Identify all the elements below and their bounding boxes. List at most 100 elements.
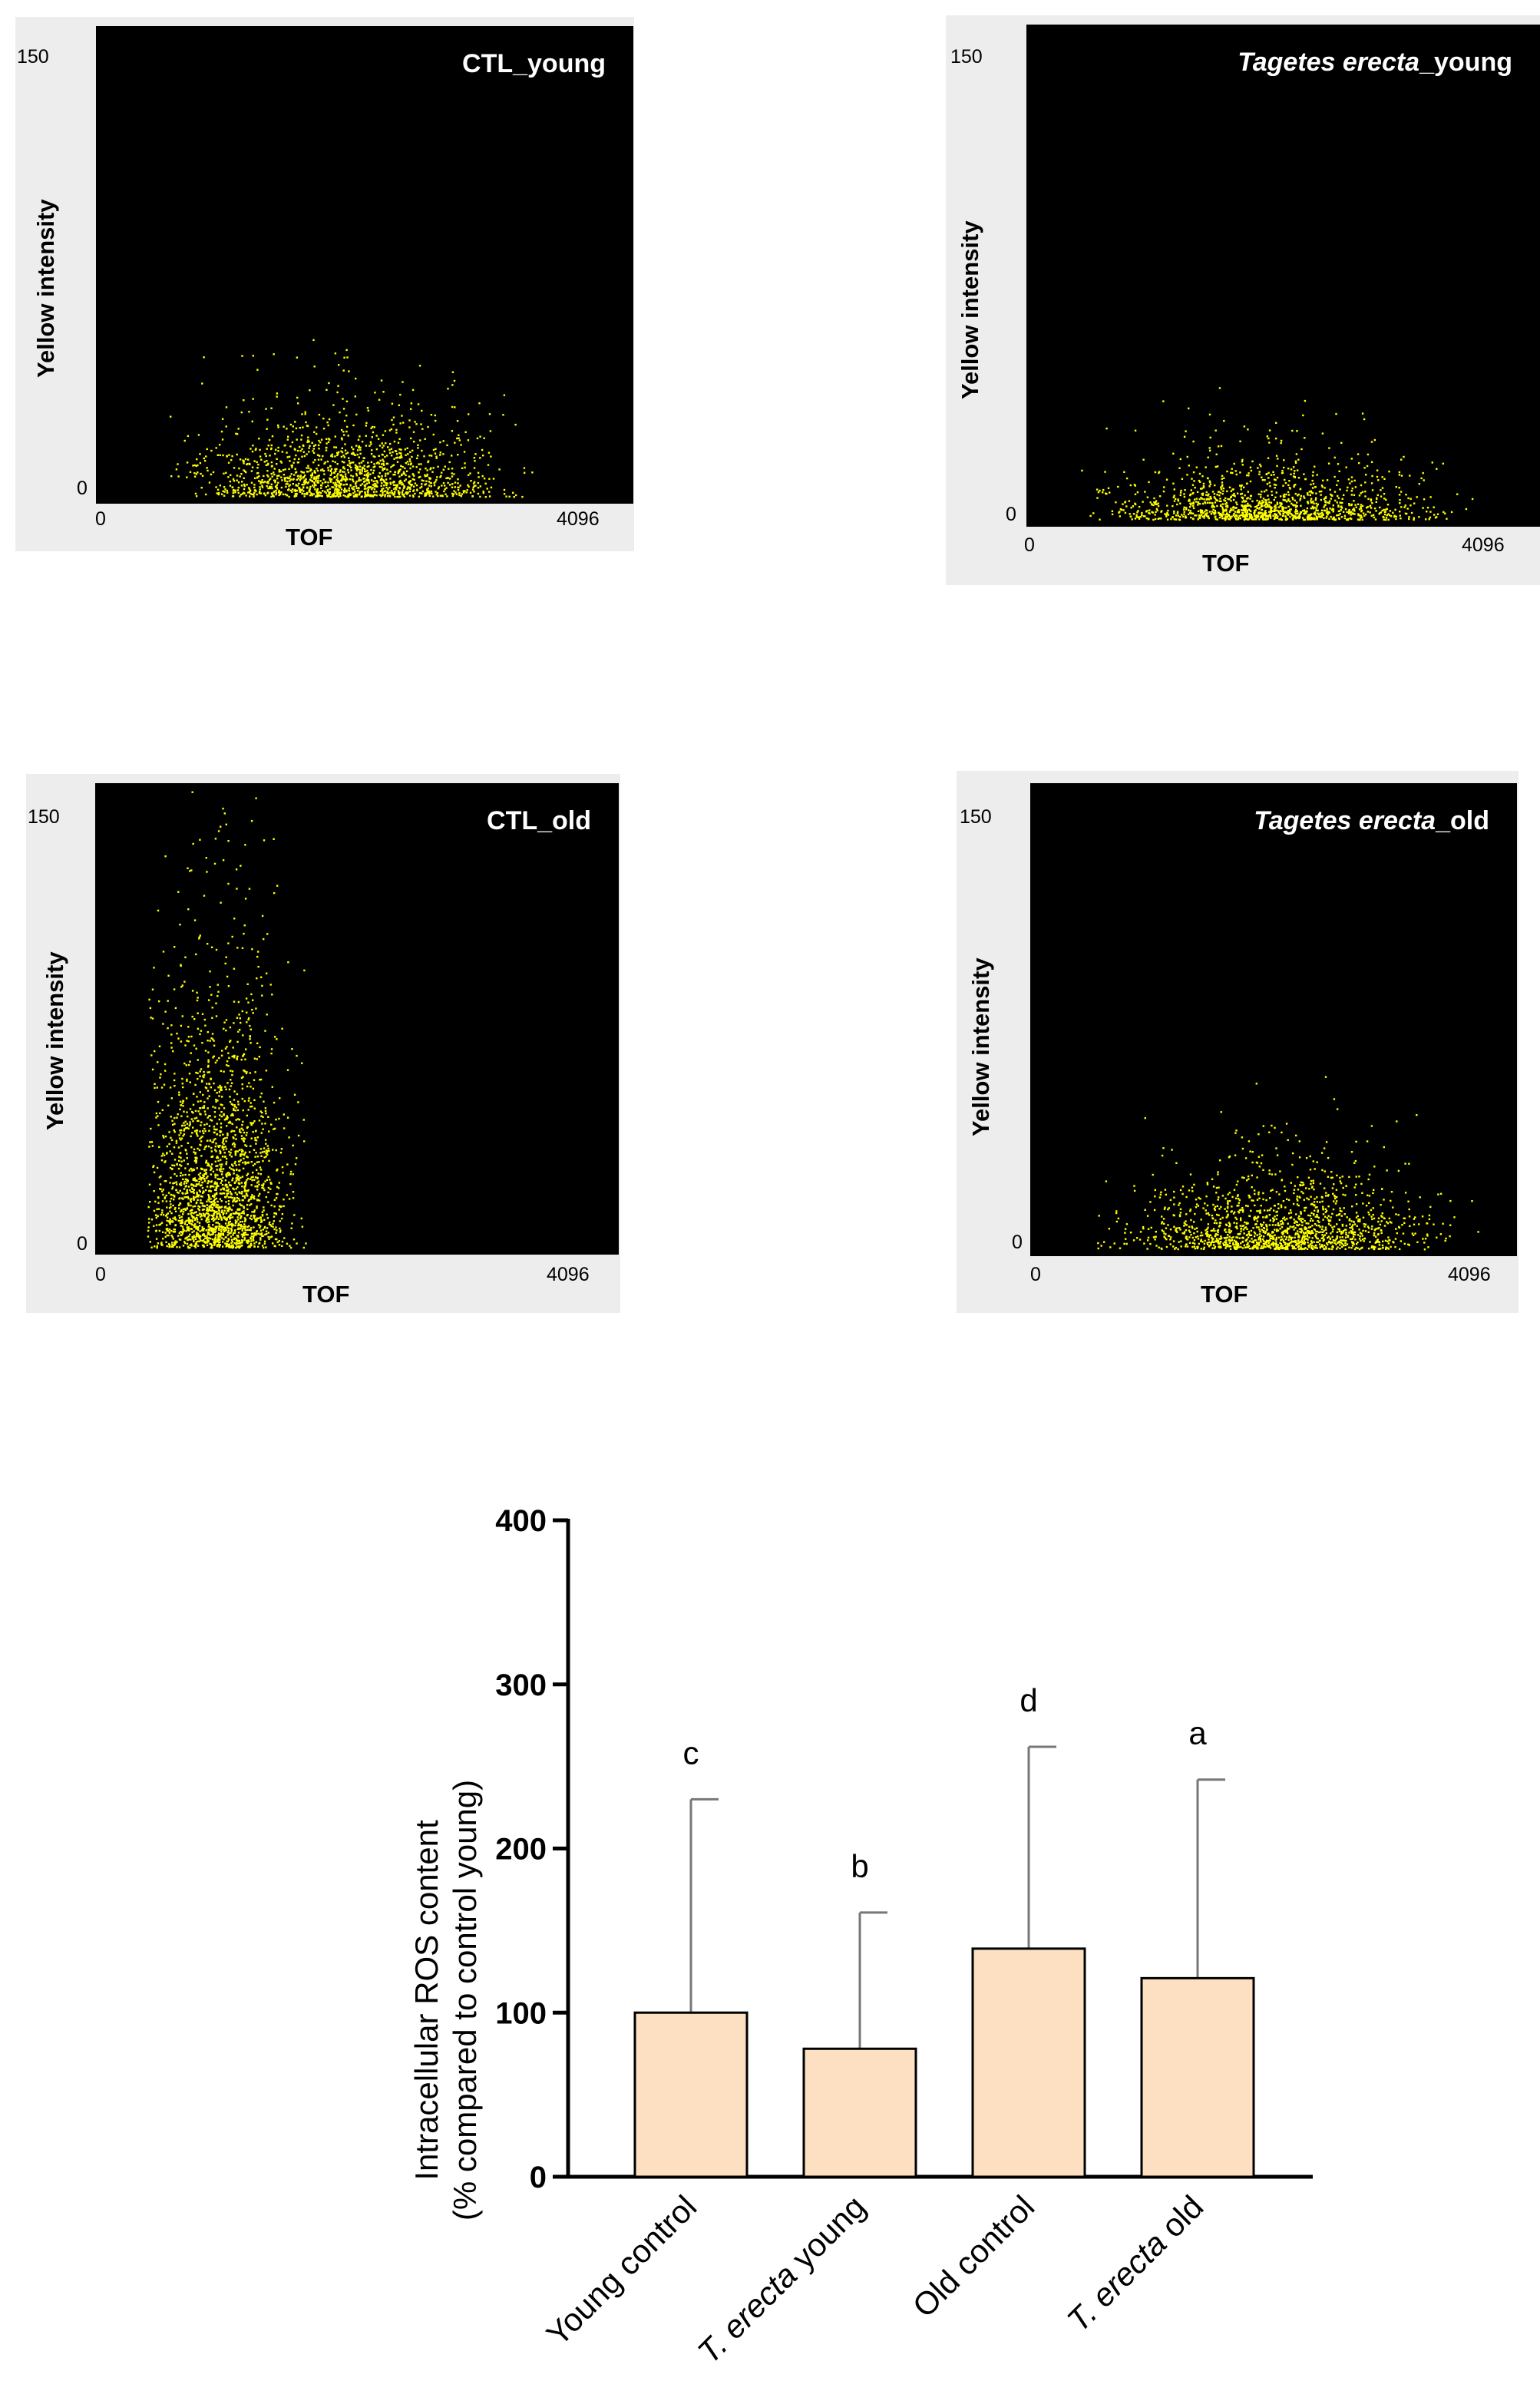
scatter-point bbox=[173, 1116, 176, 1119]
scatter-point bbox=[260, 1232, 263, 1235]
scatter-point bbox=[1205, 509, 1208, 512]
scatter-point bbox=[318, 413, 321, 416]
scatter-point bbox=[1089, 514, 1092, 518]
scatter-point bbox=[170, 1203, 172, 1205]
scatter-point bbox=[1208, 447, 1211, 449]
scatter-point bbox=[427, 487, 429, 490]
scatter-point bbox=[188, 1169, 190, 1172]
scatter-point bbox=[233, 480, 236, 482]
scatter-point bbox=[263, 1187, 265, 1189]
scatter-point bbox=[184, 1149, 187, 1151]
scatter-point bbox=[173, 988, 176, 990]
scatter-point bbox=[216, 1244, 219, 1246]
scatter-point bbox=[1297, 493, 1300, 496]
scatter-point bbox=[1353, 479, 1356, 482]
scatter-point bbox=[233, 1199, 236, 1202]
scatter-point bbox=[1346, 511, 1348, 514]
scatter-point bbox=[1154, 514, 1156, 516]
scatter-point bbox=[245, 1189, 247, 1192]
scatter-point bbox=[169, 1182, 171, 1184]
scatter-point bbox=[1352, 512, 1354, 514]
scatter-point bbox=[216, 1211, 218, 1213]
scatter-point bbox=[203, 1205, 206, 1208]
scatter-point bbox=[359, 479, 362, 481]
scatter-point bbox=[399, 495, 402, 498]
scatter-point bbox=[488, 491, 491, 493]
scatter-point bbox=[1360, 517, 1362, 519]
scatter-point bbox=[210, 1173, 212, 1176]
scatter-point bbox=[190, 1228, 192, 1230]
scatter-point bbox=[180, 1104, 183, 1106]
x-axis-label: TOF bbox=[302, 1281, 350, 1308]
scatter-point bbox=[411, 455, 413, 458]
scatter-point bbox=[236, 888, 238, 890]
scatter-point bbox=[193, 464, 196, 467]
scatter-point bbox=[1257, 502, 1260, 504]
scatter-point bbox=[244, 1162, 246, 1166]
scatter-point bbox=[293, 458, 296, 461]
scatter-point bbox=[300, 434, 303, 437]
scatter-point bbox=[365, 494, 367, 497]
scatter-point bbox=[233, 1054, 235, 1057]
scatter-point bbox=[218, 1178, 220, 1180]
scatter-point bbox=[157, 909, 160, 912]
scatter-point bbox=[408, 475, 411, 478]
scatter-point bbox=[223, 1138, 225, 1140]
scatter-point bbox=[224, 1086, 226, 1088]
scatter-point bbox=[397, 472, 399, 475]
scatter-point bbox=[226, 1231, 229, 1234]
scatter-point bbox=[208, 481, 211, 484]
scatter-point bbox=[329, 470, 332, 472]
scatter-point bbox=[425, 480, 428, 482]
scatter-point bbox=[181, 1192, 183, 1194]
scatter-point bbox=[223, 1209, 226, 1212]
scatter-point bbox=[256, 476, 259, 478]
scatter-point bbox=[246, 1174, 248, 1176]
scatter-point bbox=[183, 1129, 185, 1132]
scatter-point bbox=[375, 491, 378, 493]
scatter-point bbox=[195, 1225, 197, 1228]
scatter-point bbox=[1179, 458, 1181, 461]
scatter-point bbox=[201, 1042, 203, 1044]
scatter-point bbox=[209, 1226, 211, 1229]
scatter-point bbox=[398, 493, 401, 496]
scatter-point bbox=[172, 1231, 175, 1233]
scatter-point bbox=[343, 461, 345, 464]
scatter-point bbox=[220, 1152, 222, 1154]
scatter-point bbox=[253, 484, 256, 486]
scatter-point bbox=[1348, 503, 1350, 505]
scatter-point bbox=[206, 1207, 208, 1209]
scatter-point bbox=[1287, 484, 1290, 487]
scatter-point bbox=[186, 1111, 188, 1113]
scatter-point bbox=[391, 418, 393, 422]
scatter-point bbox=[352, 485, 355, 488]
scatter-point bbox=[210, 1167, 213, 1169]
scatter-point bbox=[1132, 505, 1135, 508]
scatter-point bbox=[1115, 501, 1117, 504]
scatter-point bbox=[1320, 498, 1322, 501]
scatter-point bbox=[428, 478, 431, 480]
scatter-point bbox=[182, 1105, 184, 1107]
scatter-point bbox=[318, 494, 320, 497]
scatter-point bbox=[1258, 500, 1261, 503]
scatter-point bbox=[371, 449, 373, 451]
scatter-point bbox=[322, 428, 326, 430]
scatter-point bbox=[396, 484, 398, 486]
scatter-point bbox=[454, 481, 457, 484]
scatter-point bbox=[220, 1206, 222, 1209]
scatter-point bbox=[250, 1227, 253, 1229]
scatter-point bbox=[250, 1086, 252, 1088]
scatter-point bbox=[206, 1217, 208, 1219]
scatter-point bbox=[228, 1150, 230, 1153]
scatter-point bbox=[410, 484, 413, 487]
scatter-point bbox=[194, 1223, 197, 1225]
scatter-point bbox=[1261, 499, 1264, 502]
scatter-point bbox=[337, 488, 339, 491]
scatter-point bbox=[266, 1233, 268, 1235]
scatter-point bbox=[182, 1174, 184, 1176]
scatter-point bbox=[212, 1228, 215, 1230]
scatter-point bbox=[1274, 508, 1276, 511]
scatter-point bbox=[238, 1179, 240, 1182]
scatter-point bbox=[1383, 513, 1386, 516]
scatter-point bbox=[1195, 466, 1198, 468]
